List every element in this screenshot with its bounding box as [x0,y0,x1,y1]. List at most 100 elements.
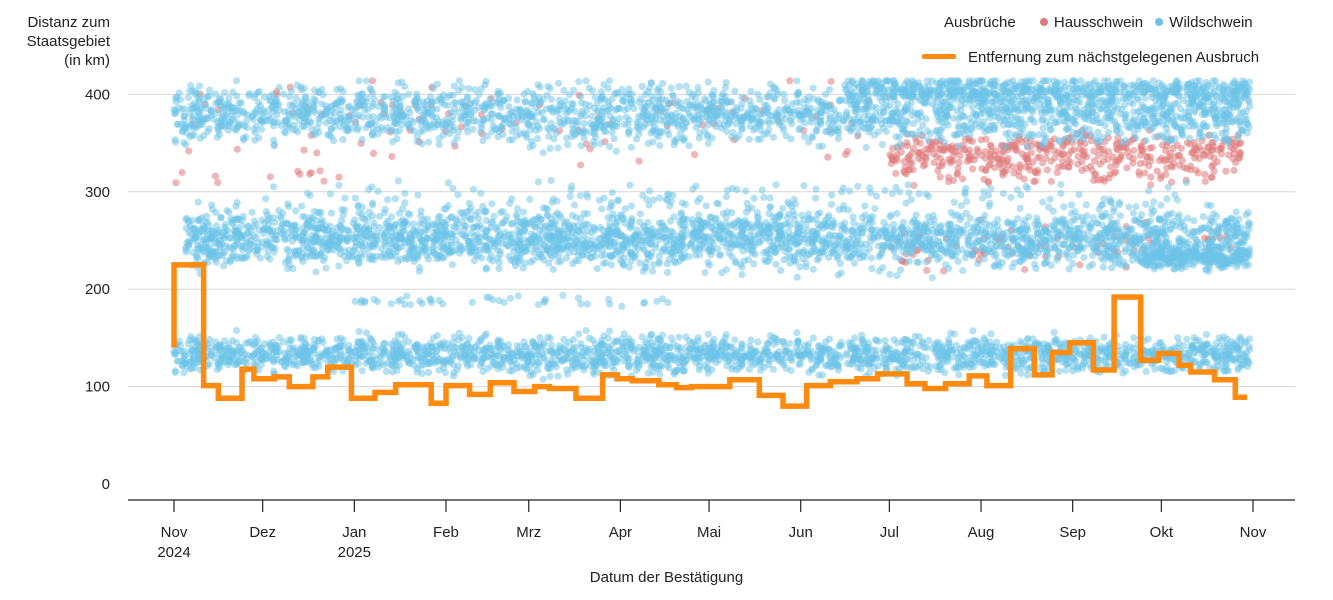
point-wildschwein [251,333,259,342]
point-hausschwein [900,158,908,166]
point-wildschwein [631,346,640,354]
point-wildschwein [949,346,957,354]
point-wildschwein [335,343,343,351]
point-wildschwein [625,263,633,271]
point-wildschwein [491,350,500,358]
point-wildschwein [547,341,556,349]
point-wildschwein [507,357,515,365]
point-wildschwein [238,353,246,361]
point-hausschwein [1180,163,1188,172]
point-wildschwein [905,257,913,265]
point-wildschwein [298,202,306,210]
point-wildschwein [394,331,402,339]
point-wildschwein [1104,349,1112,357]
point-wildschwein [1243,348,1251,357]
point-wildschwein [249,341,257,349]
point-wildschwein [194,254,202,262]
point-wildschwein [575,330,583,338]
point-wildschwein [446,343,454,351]
point-wildschwein [1215,334,1223,342]
point-wildschwein [950,198,958,206]
point-wildschwein [673,366,681,374]
point-wildschwein [1097,345,1105,353]
point-wildschwein [956,216,964,224]
point-hausschwein [892,169,900,178]
point-wildschwein [539,375,547,383]
point-wildschwein [665,364,673,372]
point-wildschwein [533,366,542,374]
point-hausschwein [1078,166,1086,174]
point-wildschwein [667,334,675,342]
point-wildschwein [1130,349,1138,357]
point-hausschwein [945,178,953,186]
point-wildschwein [920,344,929,352]
point-wildschwein [881,337,889,345]
point-wildschwein [477,362,485,370]
point-wildschwein [411,227,419,235]
point-wildschwein [1244,357,1252,365]
point-wildschwein [171,368,180,377]
point-hausschwein [1033,140,1041,148]
point-hausschwein [959,175,967,183]
point-wildschwein [879,264,887,272]
point-wildschwein [610,359,618,367]
point-wildschwein [1100,333,1108,341]
point-wildschwein [903,348,912,356]
point-wildschwein [1236,333,1244,341]
point-wildschwein [381,345,389,353]
point-hausschwein [1074,160,1082,168]
point-wildschwein [890,220,898,228]
point-wildschwein [638,333,646,341]
point-wildschwein [867,254,876,262]
point-hausschwein [965,146,974,154]
point-hausschwein [635,157,643,165]
point-wildschwein [582,327,590,335]
point-hausschwein [1207,173,1215,181]
point-hausschwein [1155,156,1164,165]
point-hausschwein [1087,137,1095,145]
point-wildschwein [929,212,937,220]
point-wildschwein [988,357,996,365]
point-wildschwein [620,330,628,338]
point-hausschwein [691,151,699,159]
point-wildschwein [257,360,265,368]
point-wildschwein [513,364,521,372]
point-wildschwein [933,338,941,346]
point-wildschwein [1142,200,1150,208]
point-hausschwein [1198,146,1206,154]
point-wildschwein [779,358,787,367]
point-wildschwein [940,342,948,351]
point-wildschwein [332,355,340,363]
point-wildschwein [1159,342,1167,350]
point-wildschwein [924,367,932,375]
point-hausschwein [1064,151,1073,159]
point-wildschwein [482,216,490,224]
point-wildschwein [358,367,366,375]
point-wildschwein [414,352,422,360]
point-hausschwein [969,165,977,173]
point-wildschwein [425,368,433,376]
point-wildschwein [575,360,583,368]
point-wildschwein [774,351,782,359]
point-wildschwein [1223,350,1231,358]
point-wildschwein [809,265,817,273]
point-wildschwein [562,347,570,355]
point-wildschwein [955,359,963,367]
point-wildschwein [467,216,475,224]
point-wildschwein [727,343,735,351]
point-wildschwein [503,212,511,221]
point-wildschwein [1038,353,1046,362]
point-wildschwein [1119,369,1127,377]
point-hausschwein [1188,149,1196,157]
point-wildschwein [798,211,806,219]
point-wildschwein [640,346,649,354]
point-hausschwein [963,157,971,165]
point-wildschwein [540,338,549,346]
point-wildschwein [250,350,258,358]
point-wildschwein [423,342,431,350]
point-wildschwein [355,328,363,336]
point-wildschwein [690,338,698,346]
point-hausschwein [827,77,835,86]
point-hausschwein [1088,166,1096,174]
point-hausschwein [918,156,926,164]
